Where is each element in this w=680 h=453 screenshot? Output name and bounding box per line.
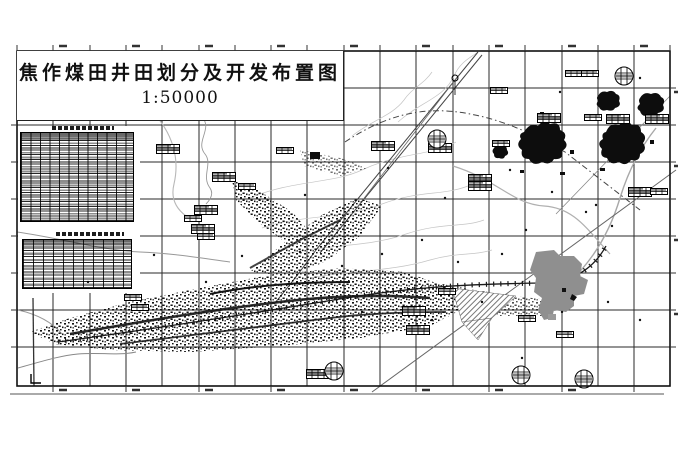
reserves-summary-table bbox=[22, 239, 132, 289]
scale-label: 1:50000 bbox=[141, 87, 219, 108]
urban-area-blobs bbox=[310, 90, 665, 175]
table-2-caption bbox=[56, 232, 124, 236]
title-block: 焦作煤田井田划分及开发布置图 1:50000 bbox=[17, 51, 344, 121]
table-1-caption bbox=[52, 126, 114, 130]
left-road bbox=[32, 297, 35, 387]
town-area-gray bbox=[530, 250, 588, 320]
borehole-symbol bbox=[451, 74, 459, 95]
edge-tick-marks bbox=[11, 45, 676, 392]
hatched-area bbox=[451, 287, 517, 341]
well-field-parameter-table bbox=[20, 132, 134, 222]
edge-tick-labels bbox=[59, 44, 678, 392]
mine-shaft-symbols bbox=[324, 66, 634, 389]
drawing-title: 焦作煤田井田划分及开发布置图 bbox=[18, 62, 341, 85]
scattered-point-marks bbox=[86, 76, 642, 360]
